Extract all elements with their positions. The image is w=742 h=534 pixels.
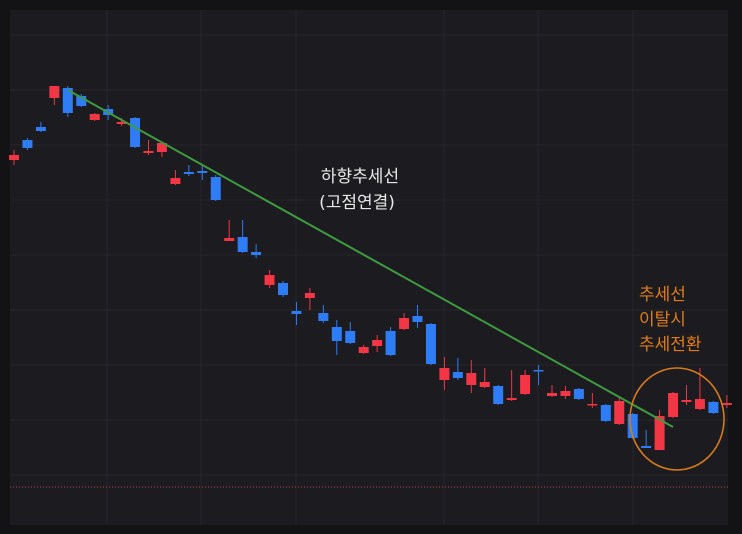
candle-body xyxy=(116,122,127,124)
annotation: 추세선 xyxy=(639,285,686,305)
candle-body xyxy=(668,393,679,417)
candle-body xyxy=(304,293,315,298)
candle-body xyxy=(641,446,652,448)
candle-body xyxy=(291,311,302,314)
candle-body xyxy=(156,143,167,152)
candles xyxy=(9,86,732,488)
candle-body xyxy=(130,118,141,147)
candle-body xyxy=(237,237,248,252)
annotation: 이탈시 xyxy=(639,310,686,330)
candle-body xyxy=(251,252,262,255)
annotation: (고점연결) xyxy=(319,193,395,213)
candle-body xyxy=(183,172,194,174)
candle-body xyxy=(654,416,665,450)
candle-body xyxy=(573,389,584,399)
candle-body xyxy=(372,340,383,346)
annotation: 하향추세선 xyxy=(321,167,399,187)
candle-body xyxy=(143,151,154,153)
annotation: 추세전환 xyxy=(639,335,702,355)
candle-body xyxy=(358,347,369,353)
candle-body xyxy=(425,324,436,364)
candle-body xyxy=(49,86,60,98)
candle-body xyxy=(439,368,450,380)
candle-body xyxy=(9,155,19,160)
candle-body xyxy=(399,318,410,329)
plot-area xyxy=(10,10,728,525)
candle-body xyxy=(533,370,544,372)
candle-body xyxy=(385,331,396,355)
candle-body xyxy=(318,313,329,321)
candle-body xyxy=(493,386,504,404)
candle-body xyxy=(506,398,517,400)
candle-body xyxy=(627,414,638,438)
candle-body xyxy=(345,331,356,343)
candle-body xyxy=(708,402,719,413)
candle-body xyxy=(76,96,87,106)
candle-body xyxy=(210,177,221,200)
candle-body xyxy=(35,127,46,131)
candle-body xyxy=(264,275,275,285)
highlight-circle xyxy=(629,367,725,471)
candle-body xyxy=(452,372,463,378)
candle-body xyxy=(600,405,611,421)
trendline xyxy=(67,89,674,428)
candle-body xyxy=(721,403,732,405)
candle-body xyxy=(89,114,100,120)
candle-body xyxy=(681,400,692,402)
candle-body xyxy=(694,399,705,409)
candle-body xyxy=(170,178,181,184)
candle-body xyxy=(560,391,571,396)
candle-body xyxy=(22,140,33,148)
candle-body xyxy=(614,401,625,424)
candle-body xyxy=(224,238,235,241)
candle-body xyxy=(197,171,208,173)
candle-body xyxy=(278,283,288,295)
candle-body xyxy=(412,316,423,322)
candle-body xyxy=(547,393,557,396)
candle-body xyxy=(520,375,531,394)
candle-body xyxy=(587,404,598,406)
candle-body xyxy=(62,88,73,113)
candle-body xyxy=(479,382,490,387)
candle-body xyxy=(331,327,342,341)
candle-body xyxy=(466,373,477,385)
